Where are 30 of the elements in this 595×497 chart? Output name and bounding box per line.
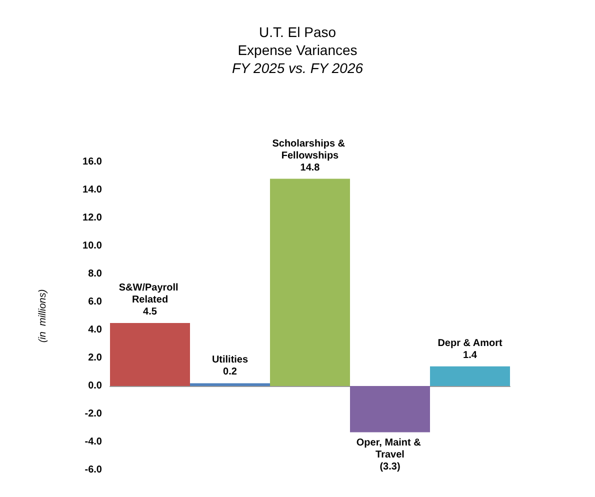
bar <box>190 383 270 386</box>
chart-subtitle: FY 2025 vs. FY 2026 <box>232 60 364 76</box>
y-tick-label: 4.0 <box>88 324 102 336</box>
data-label: (3.3) <box>380 462 400 473</box>
bar <box>110 323 190 386</box>
bar <box>350 386 430 432</box>
y-tick-label: 12.0 <box>82 212 102 224</box>
y-tick-label: 0.0 <box>88 380 102 392</box>
y-tick-label: -2.0 <box>84 408 102 420</box>
y-tick-label: 10.0 <box>82 240 102 252</box>
data-label: 1.4 <box>463 350 478 361</box>
x-tick-label: Depr & Amort <box>438 338 503 349</box>
y-tick-label: 2.0 <box>88 352 102 364</box>
y-tick-label: 14.0 <box>82 184 102 196</box>
x-tick-label: Utilities <box>212 354 248 366</box>
y-tick-label: 8.0 <box>88 268 102 280</box>
data-label: 14.8 <box>300 162 320 174</box>
bar <box>430 366 510 386</box>
y-tick-label: 6.0 <box>88 296 102 308</box>
y-axis-title: (in millions) <box>38 289 48 343</box>
x-tick-label: Oper, Maint & Travel <box>356 438 424 461</box>
chart-title: U.T. El Paso Expense Variances <box>238 24 358 58</box>
data-label: 0.2 <box>223 366 238 378</box>
x-tick-label: S&W/Payroll Related <box>118 282 182 306</box>
bar <box>270 178 350 386</box>
data-label: 4.5 <box>143 306 158 318</box>
y-tick-label: -6.0 <box>84 464 102 476</box>
y-tick-label: 16.0 <box>82 156 102 168</box>
x-tick-label: Scholarships & Fellowships <box>272 138 348 162</box>
y-tick-label: -4.0 <box>84 436 102 448</box>
